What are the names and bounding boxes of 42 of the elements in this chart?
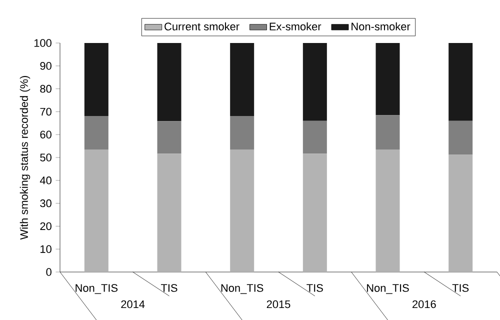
legend-label: Ex-smoker xyxy=(270,22,322,30)
y-tick-label: 40 xyxy=(40,176,52,184)
bar xyxy=(376,115,400,150)
x-tick-label: Non_TIS xyxy=(221,284,264,294)
bar xyxy=(84,149,108,272)
y-tick-label: 100 xyxy=(34,39,52,47)
bar xyxy=(84,116,108,150)
bar xyxy=(448,154,473,272)
bar xyxy=(302,43,327,121)
bar xyxy=(157,154,182,272)
y-tick-label: 30 xyxy=(40,199,52,208)
y-tick-label: 50 xyxy=(40,154,52,162)
bar xyxy=(157,121,182,154)
text: 2014 xyxy=(121,300,145,308)
text: 2015 xyxy=(266,300,290,308)
x-tick-label: Non_TIS xyxy=(76,284,118,294)
y-tick-label: 90 xyxy=(40,62,52,70)
bar xyxy=(376,43,400,116)
bar xyxy=(157,43,182,122)
y-tick-label: 70 xyxy=(40,108,52,116)
legend-label: Non-smoker xyxy=(352,22,410,30)
x-tick-label: Non_TIS xyxy=(367,284,409,294)
y-tick-label: 10 xyxy=(40,245,52,253)
x-tick-label: TIS xyxy=(160,284,178,292)
x-tick-label: TIS xyxy=(306,284,323,292)
y-tick-label: 20 xyxy=(40,222,52,230)
bar xyxy=(84,43,108,116)
bar xyxy=(376,149,400,272)
text: 2016 xyxy=(412,300,436,308)
bar xyxy=(302,154,327,272)
bar xyxy=(230,116,254,150)
y-tick-label: 60 xyxy=(40,130,52,138)
y-tick-label: 80 xyxy=(40,84,52,93)
bar xyxy=(230,149,254,272)
legend-label: Current smoker xyxy=(164,22,240,30)
y-tick-label: 0 xyxy=(46,268,52,276)
bar xyxy=(302,120,327,154)
bar xyxy=(448,43,473,121)
y-axis-title: With smoking status recorded (%) xyxy=(20,76,30,240)
bar xyxy=(230,43,254,116)
bar xyxy=(448,120,473,155)
x-tick-label: TIS xyxy=(452,284,469,292)
